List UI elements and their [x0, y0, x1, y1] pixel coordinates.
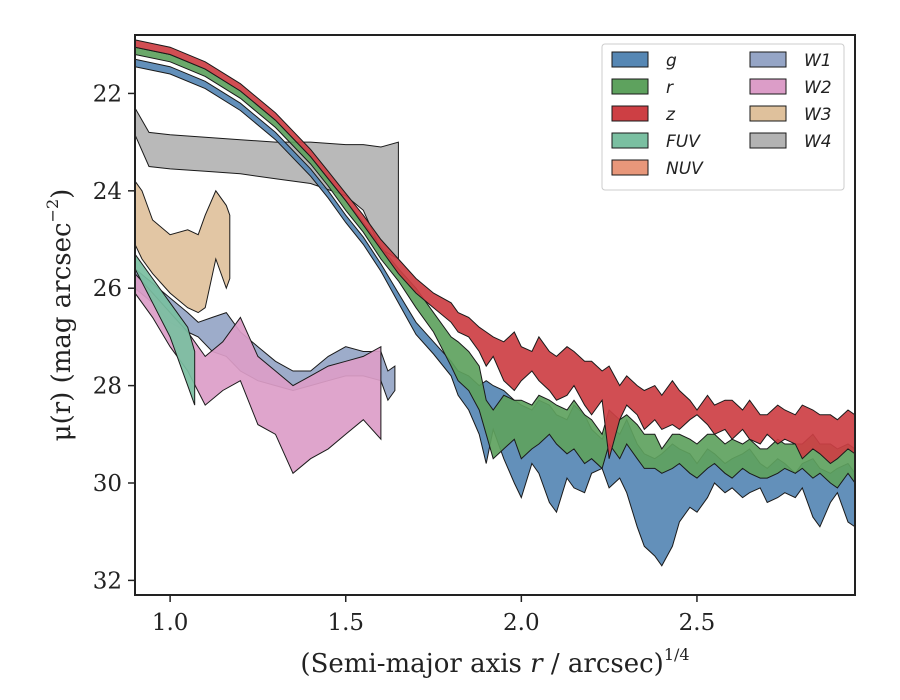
band-w3 [135, 180, 231, 314]
y-tick-label: 30 [93, 471, 122, 497]
plot-frame [134, 34, 856, 596]
band-w2 [135, 272, 382, 475]
legend-label-r: r [666, 78, 674, 98]
legend-swatch-r [611, 78, 649, 95]
legend-swatch-w4 [749, 132, 787, 149]
x-tick-label: 1.5 [327, 610, 364, 636]
band-r [135, 46, 855, 489]
legend-swatch-nuv [611, 159, 649, 176]
legend-swatch-w2 [749, 78, 787, 95]
legend-label-g: g [666, 51, 677, 71]
y-tick-label: 22 [93, 81, 122, 107]
x-axis: 1.0 1.5 2.0 2.5 [152, 595, 715, 636]
legend-label-w3: W3 [804, 105, 832, 125]
band-z [135, 39, 855, 465]
legend-swatch-g [611, 51, 649, 68]
y-axis: 22 24 26 28 30 32 [93, 81, 135, 594]
x-tick-label: 2.0 [503, 610, 540, 636]
x-tick-label: 2.5 [679, 610, 716, 636]
bands-layer [135, 39, 855, 567]
legend-label-w1: W1 [804, 51, 832, 71]
x-tick-label: 1.0 [152, 610, 189, 636]
legend-label-nuv: NUV [666, 159, 704, 179]
legend-label-z: z [665, 105, 676, 125]
y-axis-label: μ(r) (mag arcsec−2) [43, 189, 77, 442]
y-tick-label: 28 [93, 374, 122, 400]
band-fuv [135, 253, 196, 406]
x-axis-label: (Semi-major axis r / arcsec)1/4 [300, 645, 689, 679]
legend-swatch-z [611, 105, 649, 122]
legend-swatch-w1 [749, 51, 787, 68]
legend-label-w4: W4 [804, 132, 832, 152]
legend-label-w2: W2 [804, 78, 832, 98]
y-tick-label: 26 [93, 276, 122, 302]
legend-label-fuv: FUV [666, 132, 701, 152]
legend-swatch-w3 [749, 105, 787, 122]
y-tick-label: 24 [93, 179, 122, 205]
legend: grz FUV NUV W1 W2 W3 W4 [601, 43, 845, 191]
y-tick-label: 32 [93, 568, 122, 594]
legend-swatch-fuv [611, 132, 649, 149]
